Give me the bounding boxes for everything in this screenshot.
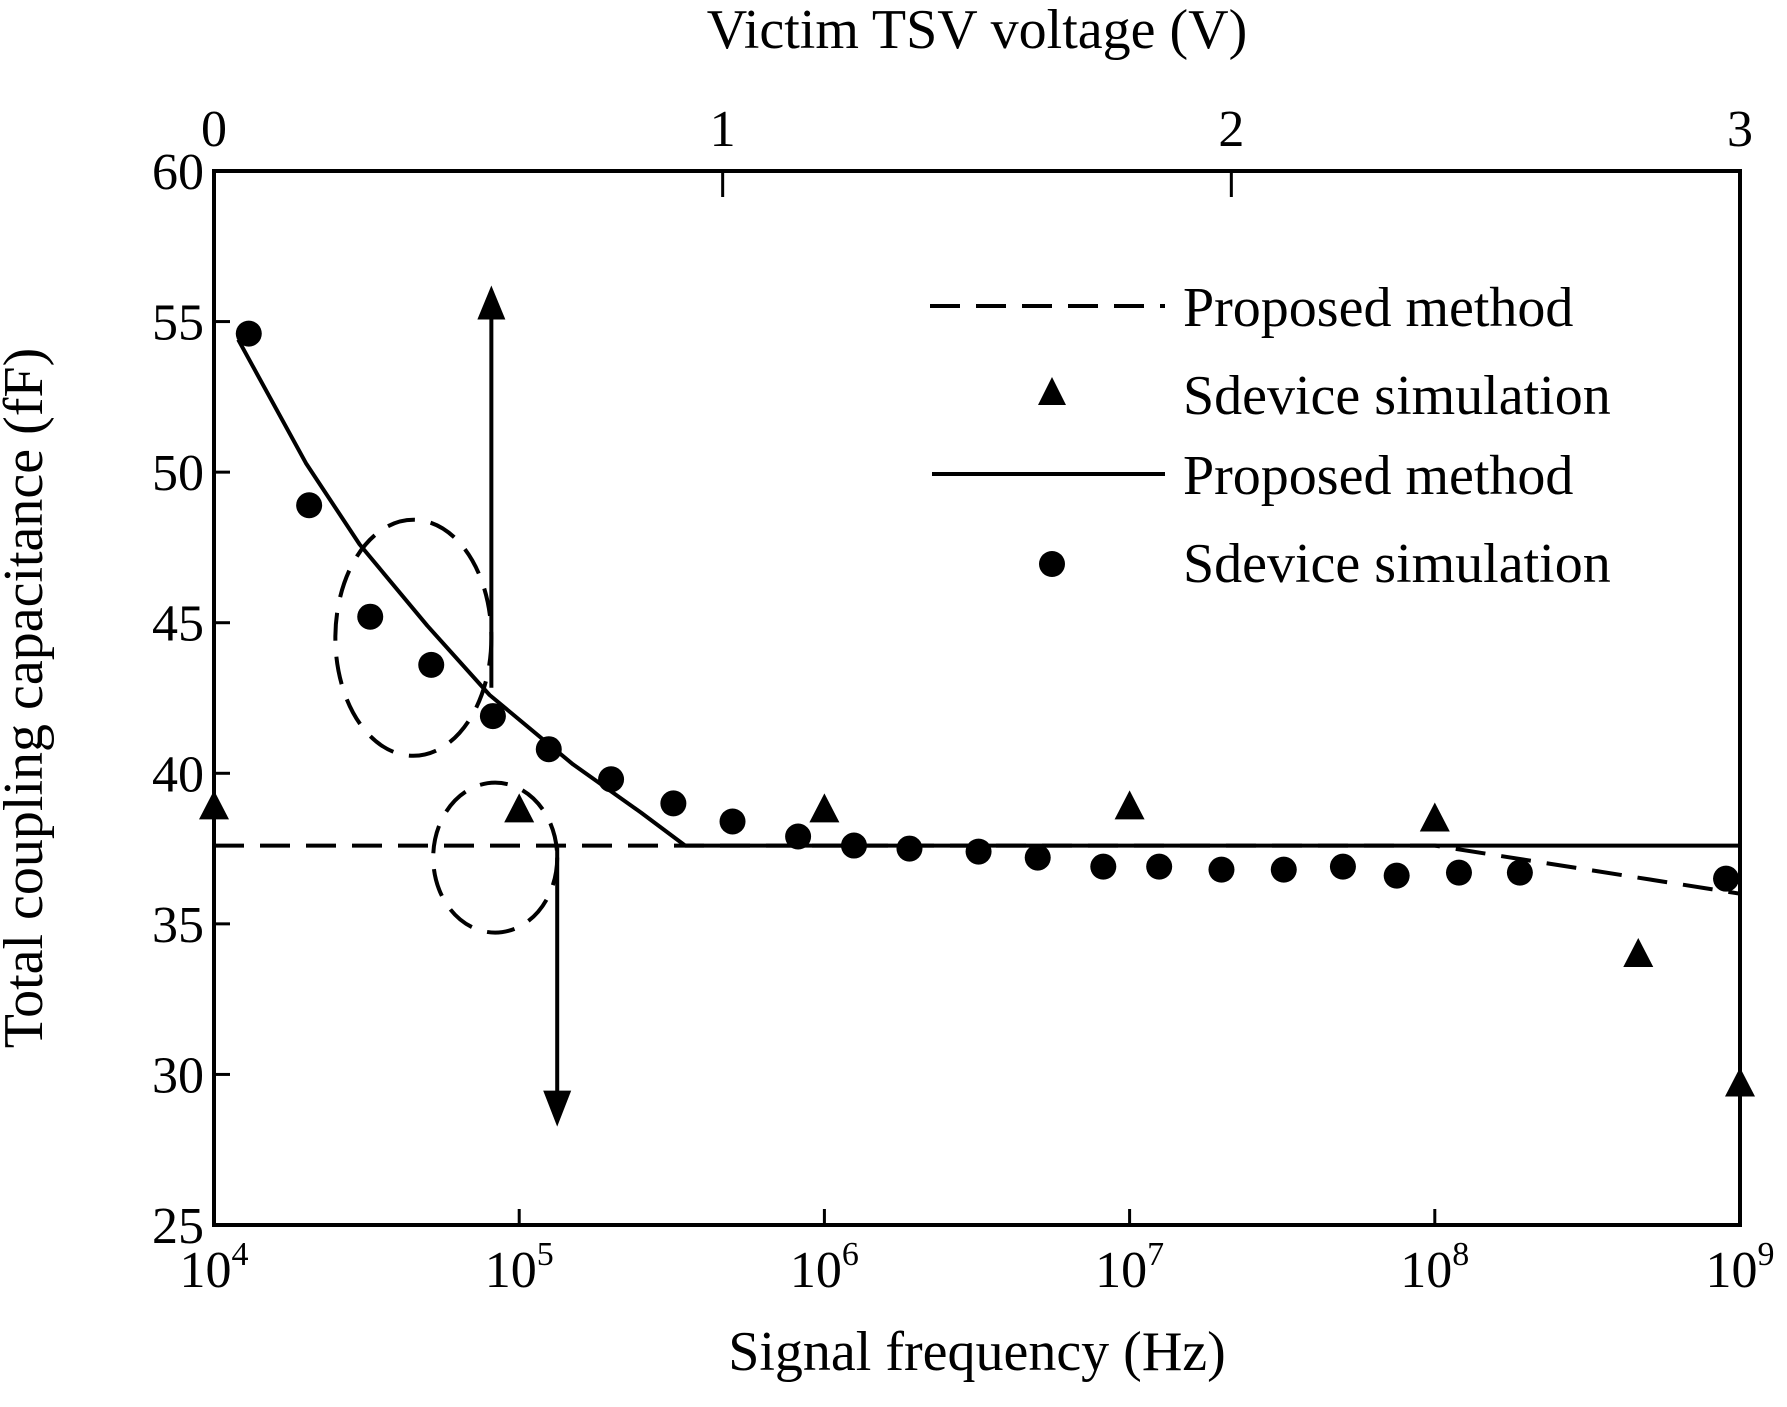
legend-label-dashed: Proposed method (1183, 277, 1573, 339)
y-tick-label: 25 (152, 1198, 204, 1255)
circle-point (1270, 856, 1297, 883)
x-tick-label-base: 10 (1706, 1242, 1758, 1299)
annotation-ellipse-lower (431, 780, 560, 935)
annotation-arrow-down-head (543, 1090, 572, 1127)
legend-triangle-swatch (1038, 377, 1066, 405)
y-tick-label: 45 (152, 596, 204, 653)
circle-point (1445, 859, 1472, 886)
x-tick-label: 104 (180, 1236, 249, 1299)
x-tick-label-base: 10 (1400, 1242, 1452, 1299)
x-tick-label-base: 10 (790, 1242, 842, 1299)
x-tick-label-exponent: 4 (232, 1236, 249, 1273)
annotation-arrow-up-head (477, 285, 506, 320)
legend-label-solid: Proposed method (1183, 445, 1573, 507)
y-axis-title: Total coupling capacitance (fF) (0, 348, 55, 1048)
circle-point (1024, 844, 1051, 871)
y-tick-label: 60 (152, 144, 204, 201)
plot-frame (212, 169, 1742, 1227)
circle-point (479, 703, 506, 730)
series-group (199, 320, 1755, 1097)
triangle-point (809, 793, 840, 823)
y-tick-label: 40 (152, 746, 204, 803)
x-tick-label-base: 10 (485, 1242, 537, 1299)
circle-point (660, 790, 687, 817)
x2-axis-title: Victim TSV voltage (V) (707, 0, 1248, 61)
annotation-ellipse-upper (333, 517, 494, 758)
x2-tick-label: 1 (710, 101, 736, 158)
y-tick-label: 30 (152, 1047, 204, 1104)
legend-label-circle: Sdevice simulation (1183, 533, 1611, 595)
legend-circle-swatch (1039, 551, 1065, 577)
circle-point (296, 492, 323, 519)
circle-point (1506, 859, 1533, 886)
circle-point (598, 766, 625, 793)
x-tick-label-exponent: 9 (1758, 1236, 1775, 1273)
x2-tick-label: 3 (1727, 101, 1753, 158)
x2-tick-label: 0 (201, 101, 227, 158)
y-tick-label: 50 (152, 445, 204, 502)
triangle-point (1419, 802, 1450, 832)
circle-point (896, 835, 923, 862)
x2-tick-label: 2 (1218, 101, 1244, 158)
x-tick-label-base: 10 (180, 1242, 232, 1299)
circle-point (1208, 856, 1235, 883)
legend-label-triangle: Sdevice simulation (1183, 365, 1611, 427)
y-tick-label: 55 (152, 295, 204, 352)
triangle-point (504, 793, 535, 823)
circle-point (965, 838, 992, 865)
plot-frame-group (212, 169, 1742, 1227)
circle-point (1146, 853, 1173, 880)
x-tick-label-exponent: 8 (1452, 1236, 1469, 1273)
x-tick-label-exponent: 5 (537, 1236, 554, 1273)
circle-point (1329, 853, 1356, 880)
circle-point (1713, 865, 1740, 892)
circle-point (785, 823, 812, 850)
annotations-group (333, 285, 572, 1127)
x-tick-label: 107 (1095, 1236, 1164, 1299)
triangle-point (1114, 790, 1145, 820)
triangle-point (199, 790, 229, 820)
x-tick-label: 106 (790, 1236, 859, 1299)
x-tick-label-exponent: 6 (842, 1236, 859, 1273)
x-axis-title: Signal frequency (Hz) (728, 1321, 1226, 1383)
x-tick-label: 105 (485, 1236, 554, 1299)
y-tick-label: 35 (152, 897, 204, 954)
circle-point (1383, 862, 1410, 889)
triangle-point (1725, 1067, 1755, 1097)
x-tick-label: 109 (1706, 1236, 1775, 1299)
circle-point (535, 736, 562, 763)
circle-point (357, 603, 384, 630)
circle-point (235, 320, 262, 347)
x-tick-label-exponent: 7 (1147, 1236, 1164, 1273)
x-tick-label: 108 (1400, 1236, 1469, 1299)
circle-point (719, 808, 746, 835)
circle-point (418, 651, 445, 678)
triangle-point (1623, 937, 1654, 967)
circle-point (840, 832, 867, 859)
x-tick-label-base: 10 (1095, 1242, 1147, 1299)
circle-point (1090, 853, 1117, 880)
ticks-group (212, 169, 1742, 1227)
legend: Proposed method Sdevice simulation Propo… (930, 277, 1611, 595)
